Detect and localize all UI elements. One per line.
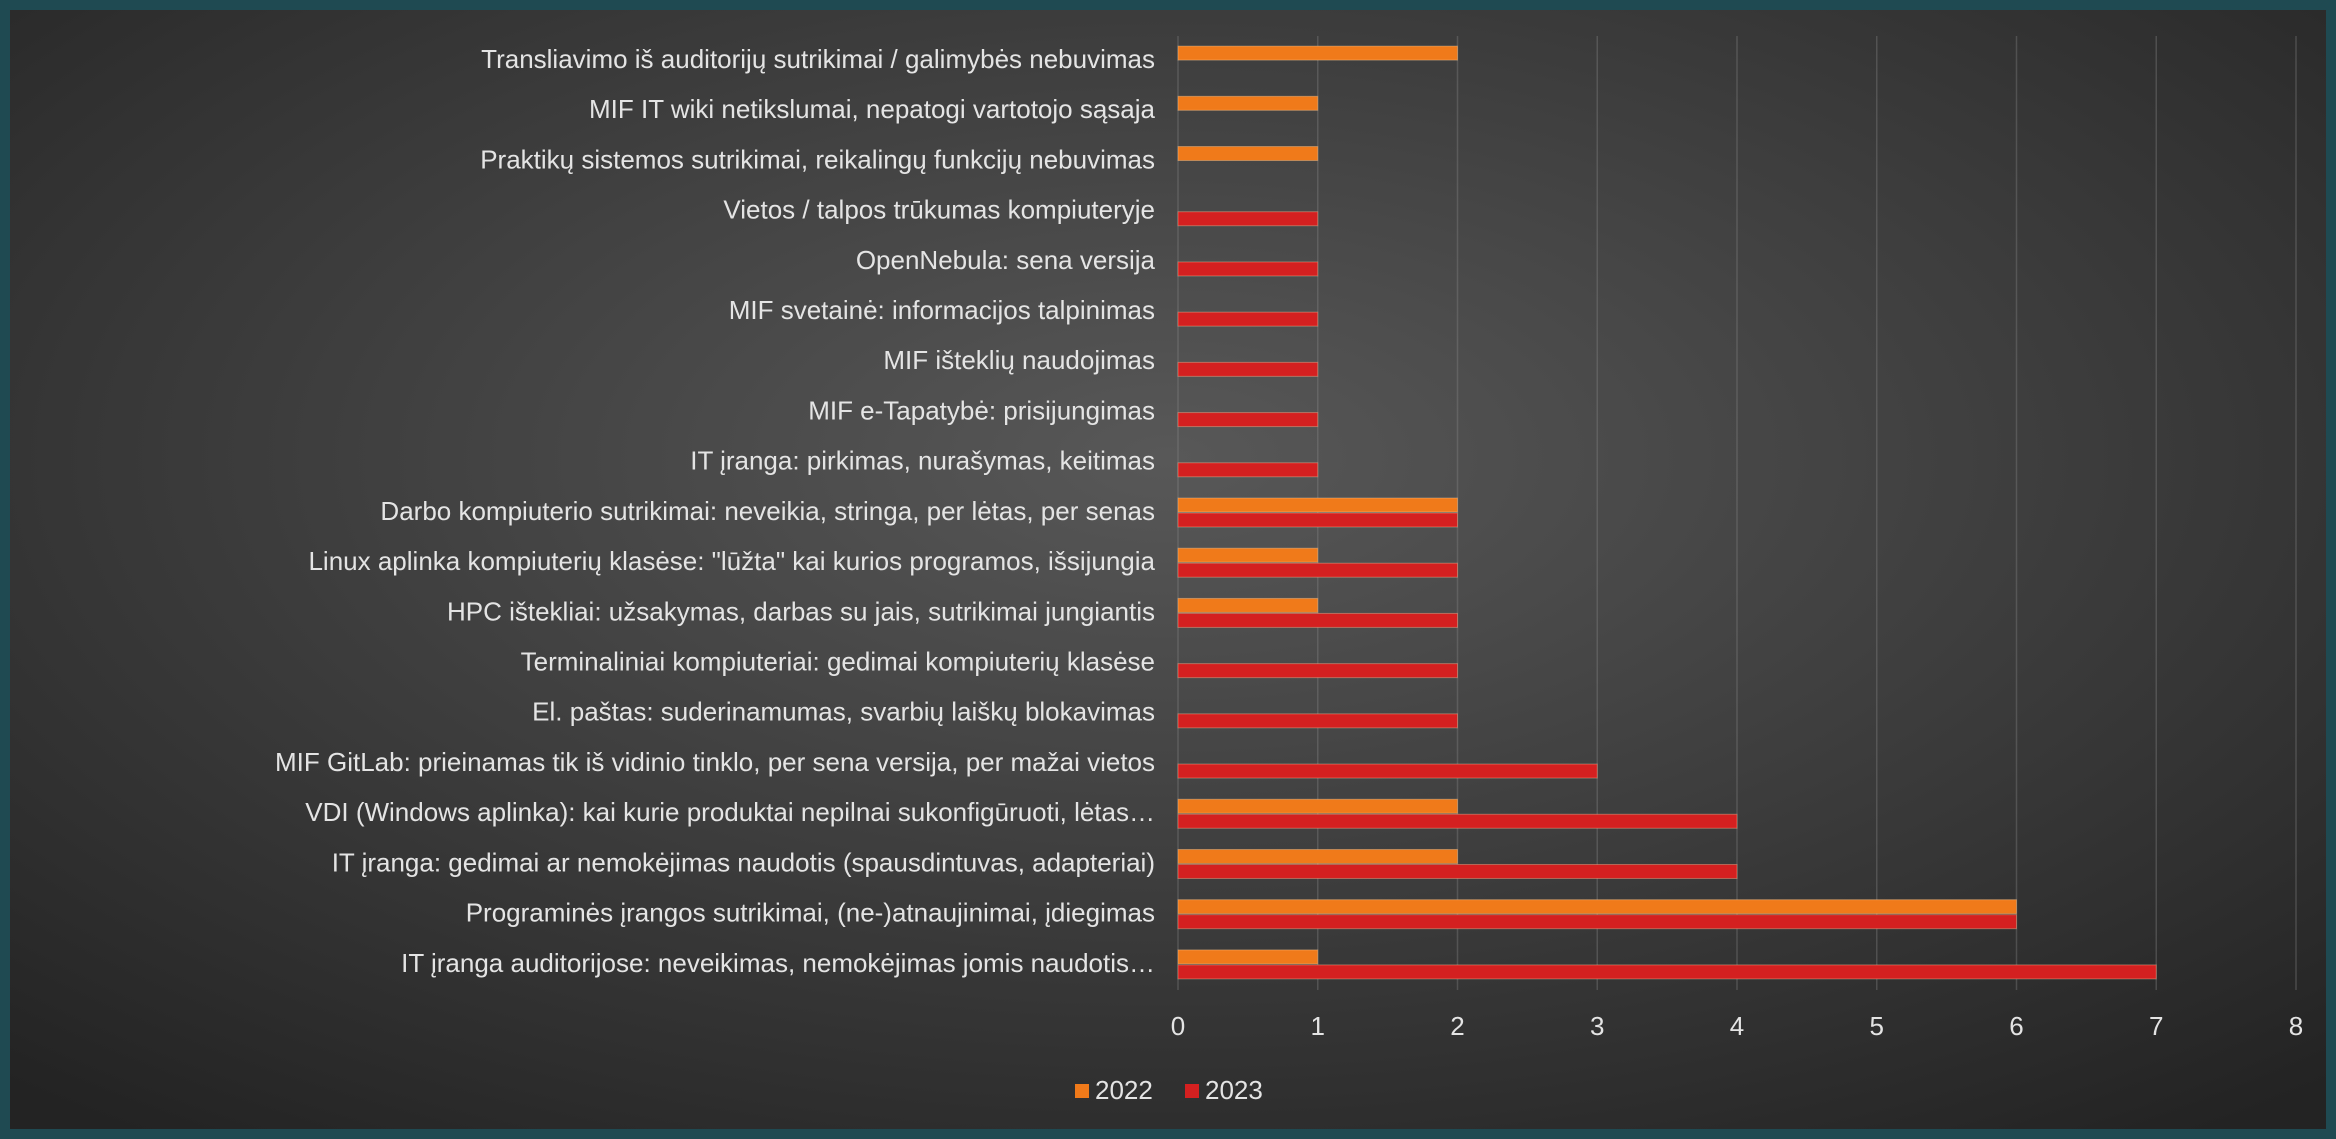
bar	[1177, 146, 1319, 162]
bar	[1177, 899, 2017, 915]
y-tick-label: IT įranga: pirkimas, nurašymas, keitimas	[690, 446, 1155, 476]
y-tick-label: Terminaliniai kompiuteriai: gedimai komp…	[521, 647, 1155, 677]
bar	[1177, 45, 1458, 61]
bar	[1177, 562, 1458, 578]
bar	[1177, 462, 1319, 478]
y-tick-label: El. paštas: suderinamumas, svarbių laišk…	[532, 697, 1155, 727]
bar	[1177, 863, 1738, 879]
x-tick-label: 0	[1171, 1011, 1185, 1041]
x-tick-label: 8	[2289, 1011, 2303, 1041]
x-tick-label: 6	[2009, 1011, 2023, 1041]
plot-background	[10, 10, 2326, 1129]
y-tick-label: MIF IT wiki netikslumai, nepatogi vartot…	[589, 94, 1156, 124]
y-tick-label: Transliavimo iš auditorijų sutrikimai / …	[481, 44, 1155, 74]
bar	[1177, 848, 1458, 864]
y-tick-label: VDI (Windows aplinka): kai kurie produkt…	[305, 797, 1155, 827]
bar	[1177, 95, 1319, 111]
y-tick-label: Linux aplinka kompiuterių klasėse: "lūžt…	[308, 546, 1155, 576]
bar	[1177, 211, 1319, 227]
legend-swatch	[1075, 1084, 1089, 1098]
bar	[1177, 361, 1319, 377]
y-tick-label: OpenNebula: sena versija	[856, 245, 1156, 275]
y-tick-label: IT įranga: gedimai ar nemokėjimas naudot…	[332, 847, 1155, 877]
y-tick-label: Praktikų sistemos sutrikimai, reikalingų…	[480, 144, 1155, 174]
bar	[1177, 798, 1458, 814]
bar	[1177, 597, 1319, 613]
legend-label: 2022	[1095, 1075, 1153, 1105]
bar	[1177, 497, 1458, 513]
y-tick-label: Programinės įrangos sutrikimai, (ne-)atn…	[466, 898, 1155, 928]
x-tick-label: 7	[2149, 1011, 2163, 1041]
y-tick-label: MIF e-Tapatybė: prisijungimas	[808, 395, 1155, 425]
bar	[1177, 512, 1458, 528]
x-tick-label: 1	[1311, 1011, 1325, 1041]
y-tick-label: HPC ištekliai: užsakymas, darbas su jais…	[447, 596, 1155, 626]
x-tick-label: 2	[1450, 1011, 1464, 1041]
y-tick-label: MIF GitLab: prieinamas tik iš vidinio ti…	[275, 747, 1155, 777]
x-tick-label: 4	[1730, 1011, 1744, 1041]
x-tick-label: 5	[1870, 1011, 1884, 1041]
bar	[1177, 663, 1458, 679]
y-tick-label: MIF svetainė: informacijos talpinimas	[729, 295, 1155, 325]
bar	[1177, 311, 1319, 327]
bar	[1177, 763, 1598, 779]
bar	[1177, 949, 1319, 965]
y-tick-label: MIF išteklių naudojimas	[883, 345, 1155, 375]
bar	[1177, 713, 1458, 729]
y-tick-label: IT įranga auditorijose: neveikimas, nemo…	[401, 948, 1155, 978]
bar	[1177, 412, 1319, 428]
y-tick-label: Darbo kompiuterio sutrikimai: neveikia, …	[380, 496, 1155, 526]
bar	[1177, 914, 2017, 930]
legend-swatch	[1185, 1084, 1199, 1098]
bar	[1177, 261, 1319, 277]
bar	[1177, 964, 2157, 980]
bar	[1177, 547, 1319, 563]
x-tick-label: 3	[1590, 1011, 1604, 1041]
bar	[1177, 612, 1458, 628]
legend-label: 2023	[1205, 1075, 1263, 1105]
y-tick-label: Vietos / talpos trūkumas kompiuteryje	[723, 195, 1155, 225]
bar	[1177, 813, 1738, 829]
